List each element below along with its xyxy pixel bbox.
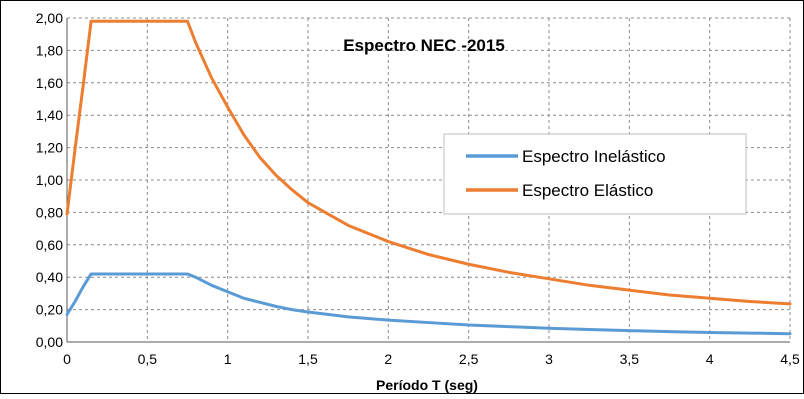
- legend-label-inelastic: Espectro Inelástico: [522, 147, 666, 166]
- y-tick-label: 0,40: [36, 269, 63, 285]
- series-line-inelastic: [65, 272, 792, 336]
- x-tick-label: 0,5: [138, 351, 158, 367]
- y-tick-label: 0,80: [36, 204, 63, 220]
- series-group: [65, 19, 792, 336]
- legend-box: [443, 133, 747, 215]
- legend-label-elastic: Espectro Elástico: [522, 181, 653, 200]
- y-tick-label: 1,00: [36, 172, 63, 188]
- chart-title: Espectro NEC -2015: [343, 36, 505, 55]
- x-axis-label: Período T (seg): [376, 377, 478, 393]
- y-tick-label: 0,60: [36, 237, 63, 253]
- y-tick-label: 2,00: [36, 10, 63, 26]
- y-tick-label: 1,80: [36, 42, 63, 58]
- x-tick-label: 4: [706, 351, 714, 367]
- x-tick-label: 0: [63, 351, 71, 367]
- x-axis-ticks: 0 0,5 1 1,5 2 2,5 3 3,5 4 4,5: [63, 351, 800, 367]
- x-tick-label: 3: [545, 351, 553, 367]
- x-tick-label: 4,5: [780, 351, 800, 367]
- series-line-elastic: [65, 19, 792, 306]
- y-tick-label: 1,20: [36, 140, 63, 156]
- x-tick-label: 2: [384, 351, 392, 367]
- x-tick-label: 1: [224, 351, 232, 367]
- y-tick-label: 0,20: [36, 302, 63, 318]
- x-tick-label: 1,5: [298, 351, 318, 367]
- y-tick-label: 1,40: [36, 107, 63, 123]
- x-tick-label: 2,5: [459, 351, 479, 367]
- y-tick-label: 1,60: [36, 75, 63, 91]
- x-tick-label: 3,5: [620, 351, 640, 367]
- legend: Espectro Inelástico Espectro Elástico: [443, 133, 747, 215]
- y-tick-label: 0,00: [36, 334, 63, 350]
- plot-area: [66, 18, 790, 343]
- y-axis-ticks: 0,00 0,20 0,40 0,60 0,80 1,00 1,20 1,40 1,60 1,80…: [36, 10, 63, 350]
